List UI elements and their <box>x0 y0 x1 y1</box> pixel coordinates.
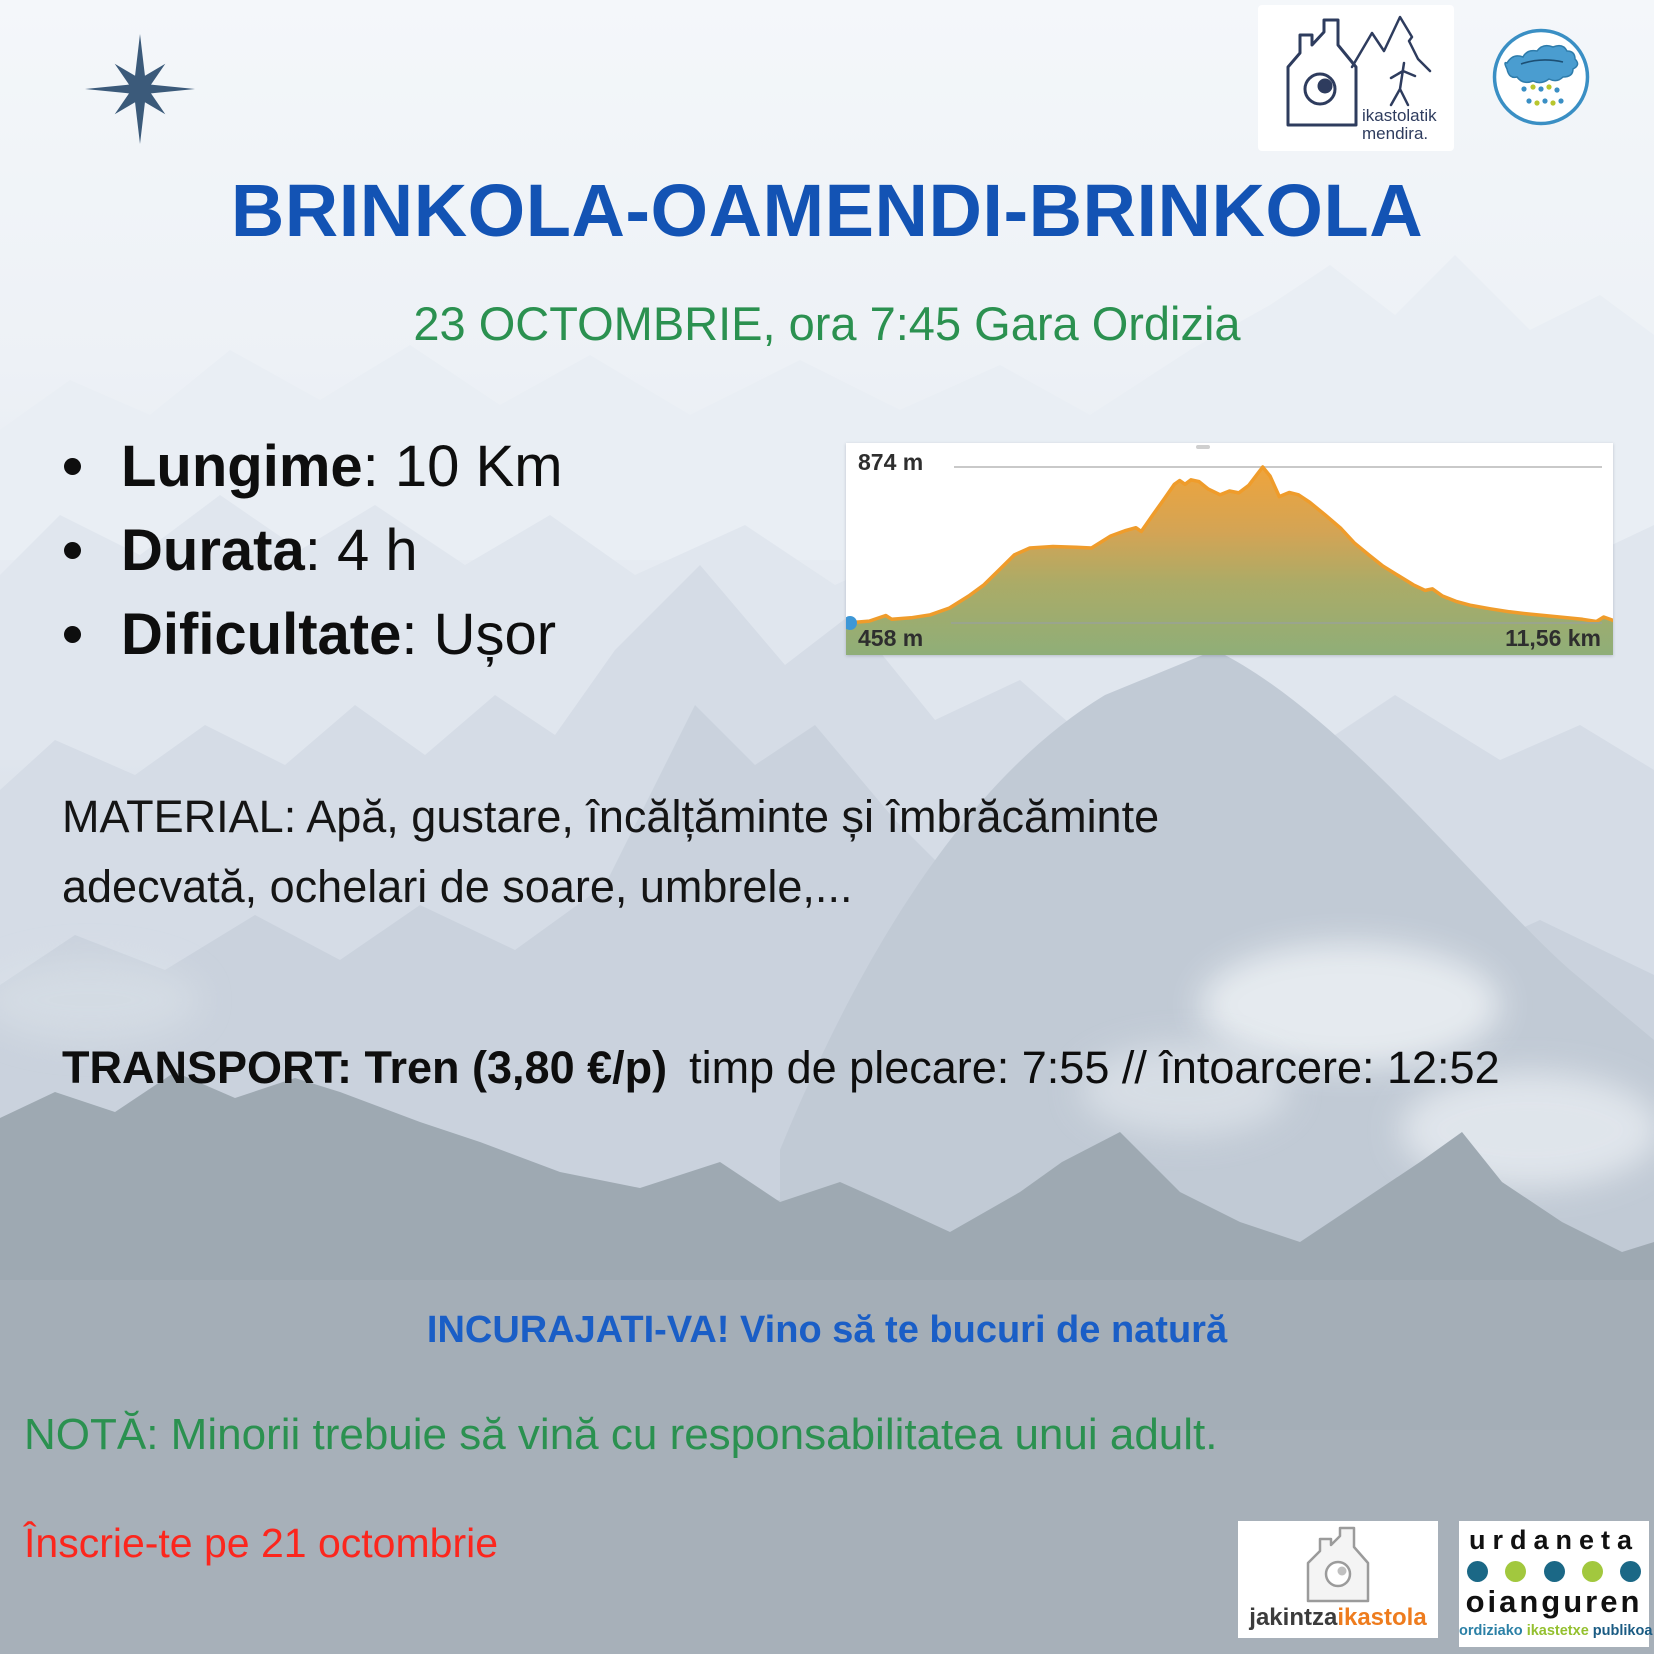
tiny-figures <box>1521 84 1564 106</box>
elevation-profile-svg <box>846 445 1613 655</box>
elevation-line <box>846 465 1613 625</box>
urdaneta-subtitle: ordiziako ikastetxe publikoa <box>1459 1623 1653 1639</box>
jakintza-house-icon <box>1306 1526 1370 1603</box>
detail-value: 4 h <box>336 517 418 583</box>
material-line-2: adecvată, ochelari de soare, umbrele,... <box>62 861 853 912</box>
detail-item-difficulty: Dificultate: Ușor <box>64 592 563 676</box>
dot-icon <box>1505 1561 1527 1582</box>
signup-deadline: Înscrie-te pe 21 octombrie <box>24 1520 499 1566</box>
detail-label: Durata <box>121 517 305 583</box>
ikastolatik-mendira-logo: ikastolatik mendira. <box>1258 5 1454 151</box>
dot-icon <box>1543 1561 1565 1582</box>
urdaneta-dots-row <box>1459 1561 1649 1582</box>
max-elevation-label: 874 m <box>858 449 924 475</box>
material-paragraph: MATERIAL: Apă, gustare, încălțăminte și … <box>62 782 1159 922</box>
event-date-subtitle: 23 OCTOMBRIE, ora 7:45 Gara Ordizia <box>413 297 1241 350</box>
dot-icon <box>1581 1561 1603 1582</box>
jakintza-logo-text: jakintzaikastola <box>1249 1604 1427 1631</box>
encourage-line: INCURAJATI-VA! Vino să te bucuri de natu… <box>426 1309 1228 1351</box>
detail-item-duration: Durata: 4 h <box>64 508 563 592</box>
material-line-1: MATERIAL: Apă, gustare, încălțăminte și … <box>62 791 1160 842</box>
bullet-icon <box>64 457 81 475</box>
total-distance-label: 11,56 km <box>1505 625 1601 651</box>
mendira-logo-text-2: mendira. <box>1362 124 1428 143</box>
detail-value: 10 Km <box>394 433 563 499</box>
mendira-logo-text-1: ikastolatik <box>1362 106 1437 125</box>
hike-details-list: Lungime: 10 Km Durata: 4 h Dificultate: … <box>64 424 563 676</box>
bullet-icon <box>64 541 81 559</box>
dot-icon <box>1467 1561 1488 1582</box>
page-title: BRINKOLA-OAMENDI-BRINKOLA <box>230 169 1424 252</box>
minors-note: NOTĂ: Minorii trebuie să vină cu respons… <box>24 1410 1218 1459</box>
transport-line: TRANSPORT: Tren (3,80 €/p) timp de plecar… <box>62 1042 1500 1094</box>
start-point-dot <box>846 616 857 630</box>
dot-icon <box>1620 1561 1641 1582</box>
jakintza-ikastola-logo: jakintzaikastola <box>1238 1521 1438 1638</box>
transport-times: timp de plecare: 7:55 // întoarcere: 12:… <box>689 1042 1500 1093</box>
urdaneta-text: urdaneta <box>1468 1525 1640 1555</box>
compass-star-icon <box>85 34 195 144</box>
bullet-icon <box>64 625 81 643</box>
detail-value: Ușor <box>433 601 557 667</box>
oianguren-text: oianguren <box>1465 1584 1643 1619</box>
elevation-profile-chart: 874 m 458 m 11,56 km <box>846 443 1613 655</box>
house-mountain-drawing-icon: ikastolatik mendira. <box>1286 15 1437 143</box>
elevation-area <box>846 467 1613 655</box>
detail-label: Lungime <box>121 433 363 499</box>
min-elevation-label: 458 m <box>858 625 924 651</box>
detail-item-length: Lungime: 10 Km <box>64 424 563 508</box>
blue-circle-club-logo <box>1492 28 1590 126</box>
blue-cloud-blob <box>1504 44 1579 84</box>
chart-scroll-dash <box>1196 445 1210 449</box>
transport-bold: TRANSPORT: Tren (3,80 €/p) <box>62 1042 668 1093</box>
detail-label: Dificultate <box>121 601 402 667</box>
urdaneta-oianguren-logo: urdaneta oianguren ordiziako ikastetxe p… <box>1459 1521 1653 1647</box>
